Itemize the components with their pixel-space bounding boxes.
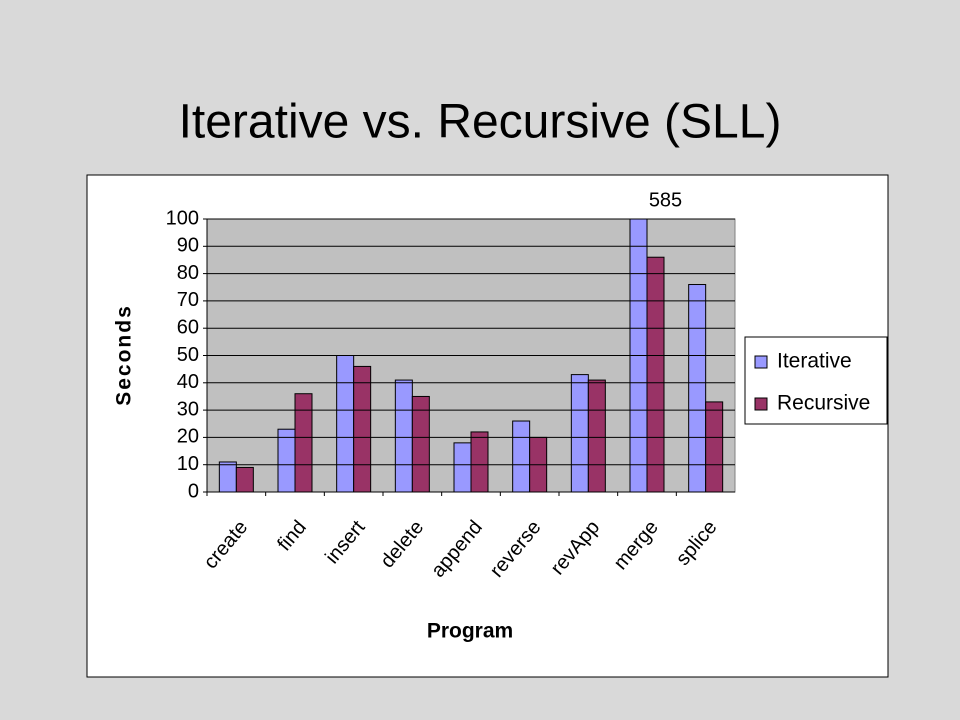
y-tick-label: 20 [177, 426, 199, 448]
y-tick-label: 10 [177, 453, 199, 475]
bar [705, 401, 724, 492]
bar [646, 256, 665, 492]
bar [394, 379, 413, 492]
legend-swatch [754, 397, 768, 411]
bar [688, 284, 707, 492]
data-label: 585 [649, 189, 682, 211]
bar [411, 395, 430, 492]
slide-title: Iterative vs. Recursive (SLL) [179, 96, 782, 149]
y-tick-label: 60 [177, 316, 199, 338]
y-tick-label: 80 [177, 262, 199, 284]
y-tick-label: 30 [177, 398, 199, 420]
y-tick-label: 90 [177, 235, 199, 257]
legend-label: Iterative [777, 350, 852, 373]
bar [336, 355, 355, 492]
bar [470, 431, 489, 492]
y-tick-label: 70 [177, 289, 199, 311]
bar [587, 379, 606, 492]
legend [744, 336, 888, 425]
legend-swatch [754, 355, 768, 369]
bar [512, 420, 531, 492]
x-axis-label: Program [427, 620, 513, 643]
bar [570, 374, 589, 492]
bar [353, 365, 372, 492]
bar [294, 393, 313, 492]
y-tick-label: 100 [166, 207, 199, 229]
y-tick-label: 50 [177, 344, 199, 366]
bar [235, 466, 254, 492]
bar [277, 428, 296, 492]
bar [218, 461, 237, 492]
y-tick-label: 0 [188, 480, 199, 502]
bar [453, 442, 472, 492]
y-tick-label: 40 [177, 371, 199, 393]
y-axis-label: Seconds [113, 304, 136, 406]
bars [218, 219, 724, 492]
legend-label: Recursive [777, 392, 870, 415]
